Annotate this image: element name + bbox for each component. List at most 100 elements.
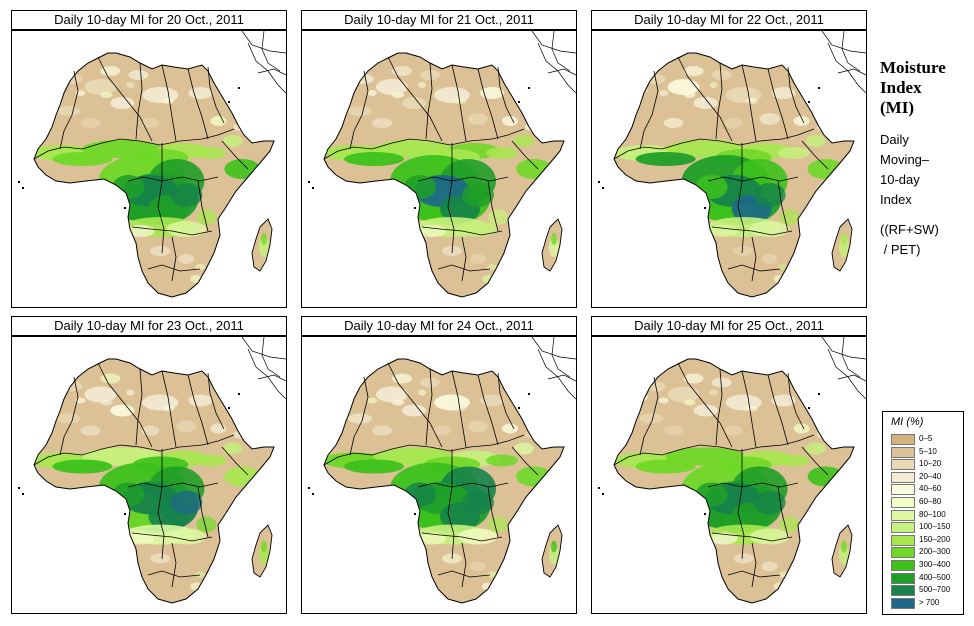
moisture-cell [402,97,426,109]
moisture-cell [709,532,738,545]
island-marker [598,181,600,183]
map-panel-22-oct: Daily 10-day MI for 22 Oct., 2011 [591,10,867,308]
country-border [497,372,515,430]
island-marker [124,207,126,209]
island-marker [528,393,530,395]
legend-label: 500–700 [919,585,951,595]
moisture-cell [663,118,684,128]
map-panel-20-oct: Daily 10-day MI for 20 Oct., 2011 [11,10,287,308]
legend-entry: 60–80 [891,497,961,508]
madagascar-moisture [549,233,559,257]
madagascar-moisture [839,233,849,257]
moisture-cell [178,561,195,572]
legend-swatch [891,522,915,534]
moisture-cell [418,82,426,88]
legend-swatch [891,560,915,571]
neighbor-border [241,337,286,360]
legend-swatch [891,572,915,584]
neighbor-border [547,68,576,76]
country-border [777,486,789,538]
moisture-cell [150,553,171,564]
country-border [221,140,249,170]
legend-label: 200–300 [919,547,951,557]
moisture-cell [56,413,81,424]
country-border [323,434,525,466]
moisture-cell [376,79,408,95]
country-border [711,226,793,236]
country-border [511,140,539,170]
country-border [715,62,723,140]
country-border [727,264,781,272]
moisture-cell [841,233,847,245]
title-line: (MI) [880,98,914,117]
island-marker [602,493,604,495]
description-line: Daily [880,132,909,147]
country-border [171,236,177,282]
moisture-cell [771,87,796,99]
coastline [33,52,275,298]
country-border [677,56,733,142]
moisture-cell [340,98,348,104]
moisture-cell [724,118,743,128]
moisture-cell [188,87,213,99]
moisture-cell [807,159,844,179]
moisture-cell [36,389,65,404]
moisture-cell [84,386,117,403]
moisture-cell [771,394,796,407]
map-panel-23-oct: Daily 10-day MI for 23 Oct., 2011 [11,316,287,614]
country-border [711,532,793,542]
moisture-cell [805,442,826,455]
index-formula: ((RF+SW) / PET) [880,220,974,260]
madagascar-moisture [839,540,849,565]
panel-title: Daily 10-day MI for 21 Oct., 2011 [301,10,577,30]
country-border [787,66,805,124]
legend-entry: 5–10 [891,446,961,458]
island-marker [18,487,20,489]
legend-label: > 700 [919,597,940,607]
country-border [767,374,789,446]
island-marker [238,87,240,89]
moisture-cell [683,399,696,406]
moisture-cell [261,540,267,553]
moisture-cell [733,246,754,256]
moisture-cell [100,399,113,406]
moisture-cell [194,147,227,159]
legend-swatch [891,597,915,609]
africa-mi-map [11,30,287,308]
legend-entry: 300–400 [891,560,961,571]
country-border [421,532,503,542]
legend-entry: 200–300 [891,547,961,559]
moisture-cell [458,528,498,545]
moisture-cell [100,66,121,76]
neighbor-border [547,374,576,382]
moisture-cell [80,425,101,436]
moisture-cell [745,405,758,412]
island-marker [312,493,314,495]
moisture-cell [745,98,758,104]
coastline [323,52,565,298]
neighbor-border [837,68,866,76]
legend-entry: 20–40 [891,471,961,483]
country-border [417,176,509,182]
country-border [421,226,503,236]
moisture-cell [468,420,488,433]
moisture-cell [110,97,135,109]
panel-title: Daily 10-day MI for 24 Oct., 2011 [301,316,577,336]
moisture-cell [773,275,786,283]
moisture-cell [62,381,83,392]
madagascar-moisture [549,540,559,565]
country-border [97,362,153,448]
legend-label: 0–5 [919,434,933,443]
island-marker [312,187,314,189]
country-border [741,64,757,142]
country-border [437,264,491,272]
legend-label: 100–150 [919,522,951,532]
legend-swatch [891,585,915,597]
moisture-cell [48,405,57,412]
africa-mi-map [11,336,287,614]
island-marker [124,513,126,515]
legend-swatch [891,446,915,458]
legend-swatch [891,509,915,521]
moisture-cell [761,254,778,264]
moisture-cell [753,490,786,515]
